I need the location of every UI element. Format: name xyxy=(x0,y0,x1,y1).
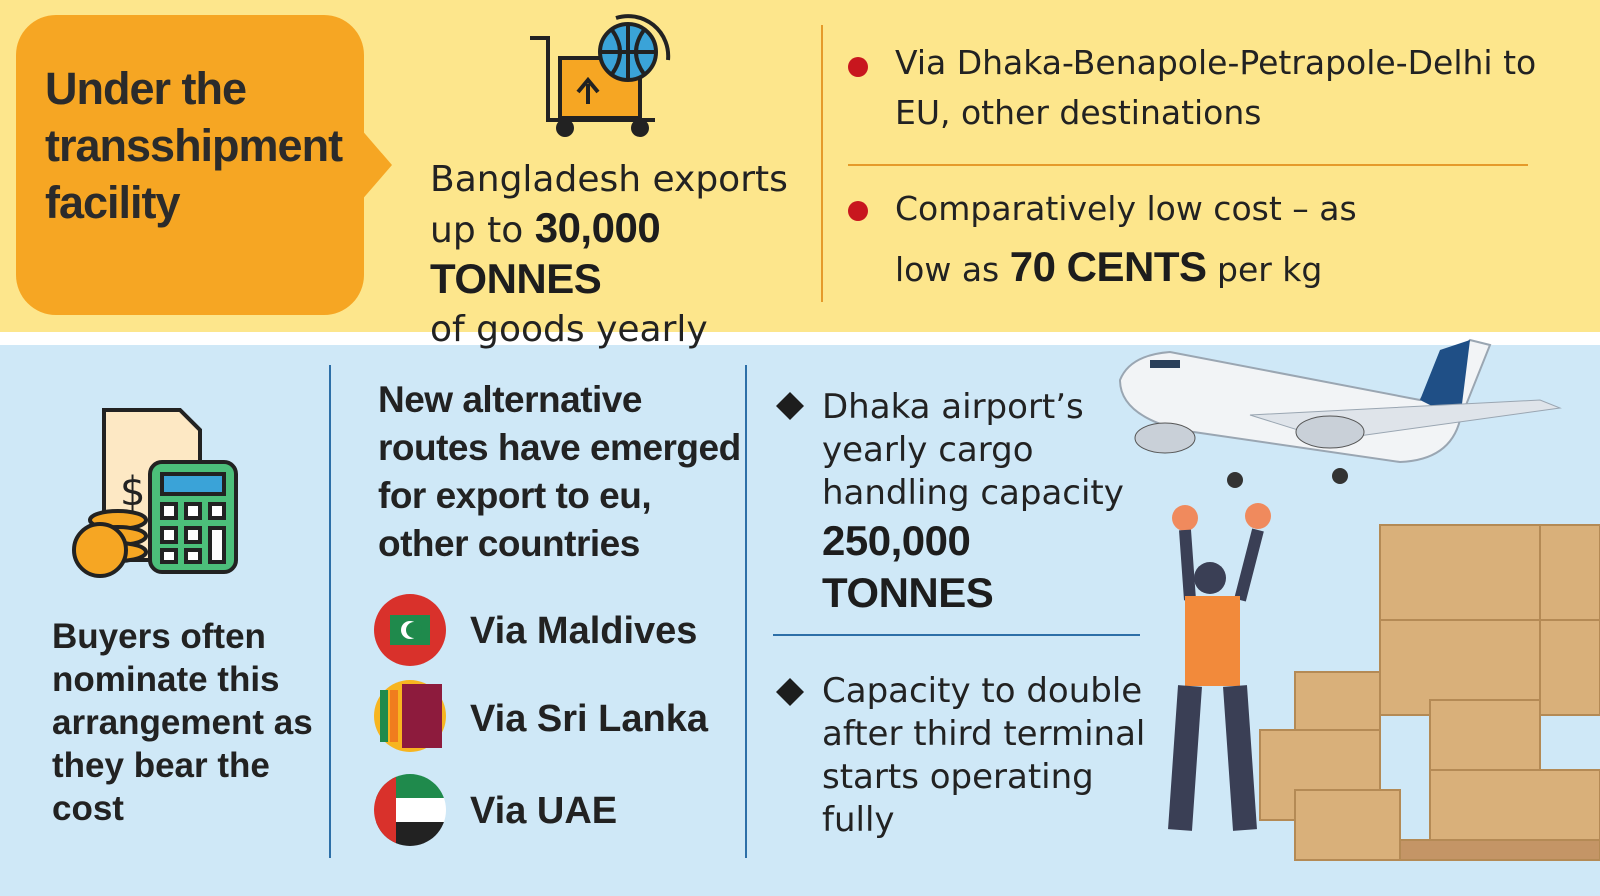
cargo-boxes-part xyxy=(1539,619,1600,716)
airport-point: Capacity to double after third terminal … xyxy=(822,671,1146,840)
calculator-icon-part xyxy=(160,472,226,496)
ground-worker xyxy=(1168,503,1271,831)
cart-icon-part xyxy=(558,56,642,120)
route-name: Via UAE xyxy=(470,790,618,832)
diamond-bullet xyxy=(776,678,804,706)
airplane xyxy=(1118,338,1562,488)
diamond-bullet xyxy=(776,392,804,420)
flag-uae-part xyxy=(374,774,446,846)
flag-sri-lanka xyxy=(374,680,446,752)
bullet xyxy=(848,201,868,221)
calculator-icon-part xyxy=(160,502,178,520)
flag-sri-lanka-part xyxy=(390,690,398,742)
flag-sri-lanka-part xyxy=(380,690,388,742)
text: Comparatively low cost – as low as xyxy=(895,189,1357,289)
flag-uae-part-part xyxy=(374,774,396,846)
airplane-part xyxy=(1118,338,1492,464)
orange-notch-part xyxy=(360,128,392,202)
title: Under the transshipment facility xyxy=(45,63,343,228)
cart-icon-part xyxy=(556,119,574,137)
flag-maldives xyxy=(374,594,446,666)
ground-worker-part xyxy=(1179,528,1264,602)
airplane-part xyxy=(1295,415,1365,449)
cargo-boxes-part xyxy=(1399,839,1600,861)
text: of goods yearly xyxy=(430,309,708,350)
cargo-boxes-part xyxy=(1294,671,1381,733)
calculator-icon-part xyxy=(160,548,178,564)
airport-point: Dhaka airport’s yearly cargo handling ca… xyxy=(822,386,1152,619)
cargo-boxes-part xyxy=(1379,524,1541,621)
text: per kg xyxy=(1217,250,1323,289)
flag-maldives-part xyxy=(406,622,422,638)
flag-sri-lanka-part xyxy=(402,684,442,748)
highlight: 250,000 TONNES xyxy=(822,517,994,616)
airplane-part xyxy=(1420,340,1470,420)
text: up to xyxy=(430,210,524,251)
cart-icon-part xyxy=(615,14,671,61)
calculator-icon-part xyxy=(208,526,226,564)
cargo-boxes xyxy=(1259,524,1600,861)
ground-worker-part xyxy=(1185,596,1240,686)
calculator-icon-part xyxy=(208,502,226,520)
calculator-icon-part xyxy=(72,522,128,578)
cart-icon-part xyxy=(631,119,649,137)
ground-worker-part xyxy=(1245,503,1271,529)
highlight: 30,000 TONNES xyxy=(430,204,661,302)
cart-icon-part xyxy=(576,76,600,104)
cargo-boxes-part xyxy=(1294,789,1401,861)
cargo-boxes-part xyxy=(1429,769,1600,841)
exports-text: Bangladesh exports up to 30,000 TONNES of … xyxy=(430,156,820,354)
calculator-icon-part xyxy=(184,548,202,564)
airplane-part xyxy=(1227,472,1243,488)
airplane-part xyxy=(1134,422,1196,454)
ground-worker-part xyxy=(1172,505,1198,531)
calculator-icon-part: $ xyxy=(120,469,145,515)
cargo-boxes-part xyxy=(1429,699,1541,771)
route-name: Via Maldives xyxy=(470,610,698,652)
text: Bangladesh exports xyxy=(430,159,788,200)
bullet xyxy=(848,57,868,77)
calculator-icon-part xyxy=(184,526,202,544)
route-name: Via Sri Lanka xyxy=(470,698,708,740)
cargo-boxes-part xyxy=(1539,524,1600,621)
buyers-text: Buyers often nominate this arrangement a… xyxy=(52,617,313,828)
orange-notch xyxy=(360,128,392,202)
alternatives-heading: New alternative routes have emerged for … xyxy=(378,379,741,564)
flag-uae xyxy=(374,774,446,846)
cart-icon-part xyxy=(600,24,656,80)
airplane-part xyxy=(1332,468,1348,484)
route-point: Comparatively low cost – as low as 70 CE… xyxy=(895,180,1415,299)
cart-icon xyxy=(530,14,671,137)
calculator-icon-part xyxy=(160,526,178,544)
ground-worker-part xyxy=(1194,562,1226,594)
ground-worker-part xyxy=(1168,685,1257,831)
airplane-part xyxy=(1150,360,1180,368)
text: Dhaka airport’s yearly cargo handling ca… xyxy=(822,387,1124,513)
highlight: 70 CENTS xyxy=(1009,243,1207,290)
calculator-icon: $ xyxy=(72,408,238,578)
calculator-icon-part xyxy=(184,502,202,520)
route-point: Via Dhaka-Benapole-Petrapole-Delhi to EU… xyxy=(895,43,1537,132)
title-box xyxy=(16,15,364,315)
